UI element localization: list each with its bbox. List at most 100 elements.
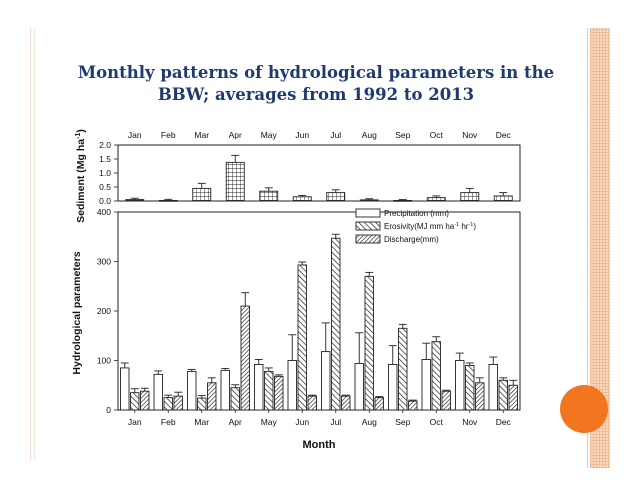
discharge-bar-dec <box>508 384 518 411</box>
sediment-y-tick-label: 1.5 <box>99 154 111 164</box>
bottom-month-label-dec: Dec <box>496 417 512 427</box>
discharge-bar-jul <box>341 395 351 411</box>
discharge-bar-aug <box>374 397 384 411</box>
precipitation-bar-jan <box>120 367 130 411</box>
right-decor-band <box>590 28 610 468</box>
erosivity-bar-nov <box>465 365 475 411</box>
sediment-bar-sep <box>393 199 413 202</box>
bottom-month-label-jan: Jan <box>128 417 142 427</box>
sediment-bar-aug <box>359 199 379 202</box>
sediment-bar-jan <box>125 199 145 202</box>
precipitation-bar-aug <box>354 363 364 411</box>
top-month-label-jul: Jul <box>330 130 341 140</box>
legend-swatch-precipitation <box>355 208 381 218</box>
slide-title-line1: Monthly patterns of hydrological paramet… <box>77 63 555 82</box>
discharge-bar-mar <box>207 382 217 411</box>
slide-accent-dot <box>560 385 608 433</box>
top-month-label-oct: Oct <box>430 130 444 140</box>
top-month-label-aug: Aug <box>362 130 377 140</box>
top-month-label-mar: Mar <box>194 130 209 140</box>
bottom-month-label-aug: Aug <box>362 417 377 427</box>
top-month-label-feb: Feb <box>161 130 176 140</box>
top-month-label-jan: Jan <box>128 130 142 140</box>
bottom-month-label-jun: Jun <box>295 417 309 427</box>
sediment-bar-jul <box>326 192 346 202</box>
sediment-y-tick-label: 0.5 <box>99 182 111 192</box>
precipitation-bar-sep <box>388 364 398 411</box>
discharge-bar-sep <box>408 400 418 411</box>
top-month-label-nov: Nov <box>462 130 478 140</box>
legend-label-erosivity: Erosivity(MJ mm ha-1 hr-1) <box>384 222 476 231</box>
sediment-bar-mar <box>192 187 212 202</box>
legend-label-discharge: Discharge(mm) <box>384 235 439 244</box>
right-decor-band-edge <box>587 28 588 468</box>
discharge-bar-nov <box>475 382 485 411</box>
left-margin-rule <box>30 28 31 460</box>
sediment-bar-feb <box>158 199 178 202</box>
bottom-month-label-may: May <box>261 417 278 427</box>
sediment-bar-dec <box>493 195 513 202</box>
erosivity-bar-dec <box>498 379 508 411</box>
sediment-y-tick-label: 0.0 <box>99 196 111 206</box>
sediment-bar-nov <box>460 192 480 202</box>
bottom-month-label-oct: Oct <box>430 417 444 427</box>
sediment-y-tick-label: 2.0 <box>99 140 111 150</box>
precipitation-bar-oct <box>421 359 431 411</box>
erosivity-bar-sep <box>398 327 408 411</box>
precipitation-bar-feb <box>153 373 163 411</box>
hydro-y-tick-label: 100 <box>97 356 111 366</box>
slide-title-line2: BBW; averages from 1992 to 2013 <box>157 85 475 104</box>
bottom-month-label-apr: Apr <box>229 417 242 427</box>
discharge-bar-apr <box>240 305 250 411</box>
sediment-panel-frame <box>117 144 521 202</box>
bottom-month-label-mar: Mar <box>194 417 209 427</box>
top-month-label-may: May <box>261 130 278 140</box>
sediment-bar-jun <box>292 196 312 202</box>
hydro-y-tick-label: 300 <box>97 257 111 267</box>
erosivity-bar-mar <box>197 397 207 411</box>
sediment-bar-may <box>259 190 279 202</box>
top-month-label-apr: Apr <box>229 130 242 140</box>
left-margin-rule-inner <box>34 28 35 460</box>
discharge-bar-jun <box>307 395 317 411</box>
precipitation-bar-mar <box>187 370 197 411</box>
precipitation-bar-jun <box>287 360 297 411</box>
hydro-axis-title: Hydrological parameters <box>71 251 83 374</box>
legend-label-precipitation: Precipitation (mm) <box>384 209 449 218</box>
sediment-bar-oct <box>426 197 446 202</box>
discharge-bar-jan <box>140 390 150 411</box>
legend-swatch-erosivity <box>355 221 381 231</box>
hydro-y-tick-label: 400 <box>97 207 111 217</box>
erosivity-bar-apr <box>230 387 240 411</box>
bottom-month-label-nov: Nov <box>462 417 478 427</box>
top-month-label-jun: Jun <box>295 130 309 140</box>
hydro-y-tick-label: 0 <box>106 405 111 415</box>
bottom-month-label-jul: Jul <box>330 417 341 427</box>
erosivity-bar-feb <box>163 397 173 411</box>
sediment-bar-apr <box>225 161 245 202</box>
top-month-label-sep: Sep <box>395 130 410 140</box>
legend: Precipitation (mm) Erosivity(MJ mm ha-1 … <box>355 208 476 244</box>
erosivity-bar-aug <box>364 275 374 411</box>
discharge-bar-oct <box>441 390 451 411</box>
discharge-bar-may <box>274 375 284 411</box>
erosivity-bar-jun <box>297 264 307 411</box>
slide-title: Monthly patterns of hydrological paramet… <box>40 62 592 106</box>
precipitation-bar-jul <box>321 351 331 411</box>
erosivity-bar-jul <box>331 237 341 411</box>
hydro-y-tick-label: 200 <box>97 306 111 316</box>
precipitation-bar-apr <box>220 369 230 411</box>
x-axis-title: Month <box>303 439 336 451</box>
precipitation-bar-dec <box>488 364 498 411</box>
bottom-month-label-feb: Feb <box>161 417 176 427</box>
precipitation-bar-nov <box>455 360 465 411</box>
discharge-bar-feb <box>173 395 183 411</box>
top-month-label-dec: Dec <box>496 130 512 140</box>
bottom-month-label-sep: Sep <box>395 417 410 427</box>
legend-swatch-discharge <box>355 234 381 244</box>
erosivity-bar-jan <box>130 392 140 411</box>
erosivity-bar-oct <box>431 341 441 411</box>
sediment-axis-title: Sediment (Mg ha-1) <box>75 129 87 223</box>
precipitation-bar-may <box>254 364 264 411</box>
